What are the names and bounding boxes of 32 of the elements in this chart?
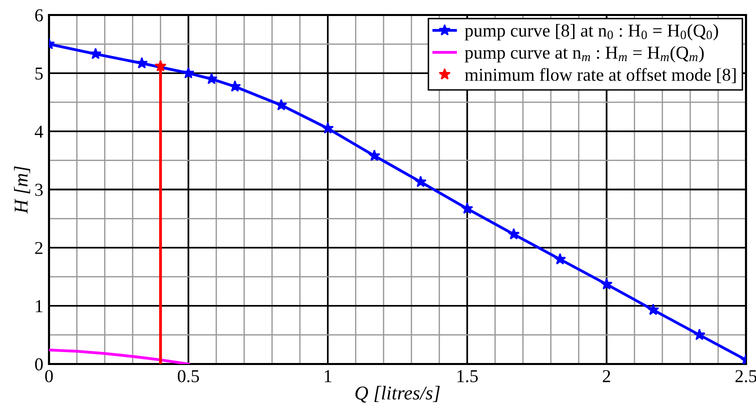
point <box>508 228 520 240</box>
point <box>554 253 566 264</box>
y-tick-label: 4 <box>34 126 44 138</box>
point <box>647 304 660 316</box>
legend-label: minimum flow rate at offset mode [8] <box>464 68 736 84</box>
point <box>182 66 194 78</box>
point <box>600 278 613 290</box>
point <box>90 48 102 60</box>
y-tick-label: 2 <box>35 242 42 254</box>
text: pump curve at n$_{m}$ : H$_{m}$ = H$_{m}$(Q$_{m}$) <box>464 46 704 62</box>
y-tick-label: 1 <box>36 300 42 312</box>
line-series <box>49 348 190 364</box>
x-axis-title: Q [litres/s] <box>355 386 440 403</box>
x-tick-label: 0.5 <box>178 370 199 382</box>
y-tick-label: 6 <box>35 9 43 22</box>
point <box>368 150 380 161</box>
x-tick-label: 2 <box>602 370 610 382</box>
y-axis-title: H [m] <box>14 166 30 214</box>
point <box>693 328 706 340</box>
point <box>414 176 427 188</box>
y-tick-label: 0 <box>35 358 43 370</box>
y-tick-label: 3 <box>35 184 43 196</box>
point <box>461 202 474 214</box>
point <box>275 98 288 110</box>
text: pump curve [8] at n$_{0}$ : H$_{0}$ = H$_{0}$(Q$_{0}$) <box>464 24 718 40</box>
x-tick-label: 1 <box>324 370 332 382</box>
x-tick-label: 0 <box>45 370 53 382</box>
point <box>136 57 148 68</box>
point <box>154 60 166 72</box>
y-tick-label: 5 <box>35 68 43 80</box>
point <box>322 122 334 134</box>
x-tick-label: 1.5 <box>458 370 478 382</box>
